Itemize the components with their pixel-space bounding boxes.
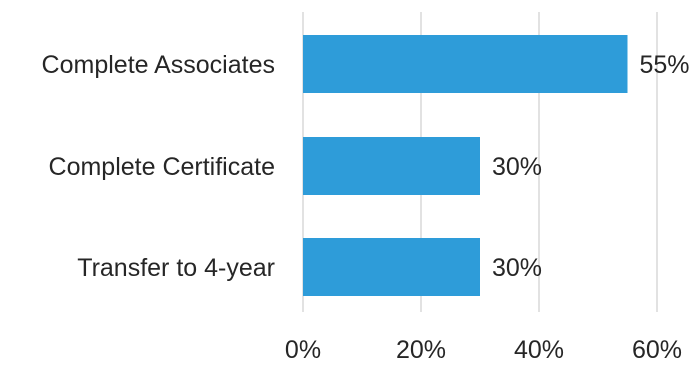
bar <box>303 137 480 195</box>
value-label: 30% <box>492 153 542 181</box>
x-tick-label: 40% <box>514 336 564 364</box>
x-tick-label: 0% <box>285 336 321 364</box>
x-axis-tick-labels: 0% 20% 40% 60% <box>285 336 682 364</box>
bar <box>303 238 480 296</box>
category-label: Complete Associates <box>42 51 275 79</box>
x-tick-label: 60% <box>632 336 682 364</box>
bars <box>303 35 628 296</box>
category-label: Complete Certificate <box>49 153 275 181</box>
value-labels: 55% 30% 30% <box>492 51 690 282</box>
bar <box>303 35 628 93</box>
x-tick-label: 20% <box>396 336 446 364</box>
value-label: 30% <box>492 254 542 282</box>
category-labels: Complete Associates Complete Certificate T… <box>42 51 275 282</box>
value-label: 55% <box>640 51 690 79</box>
category-label: Transfer to 4-year <box>77 254 275 282</box>
